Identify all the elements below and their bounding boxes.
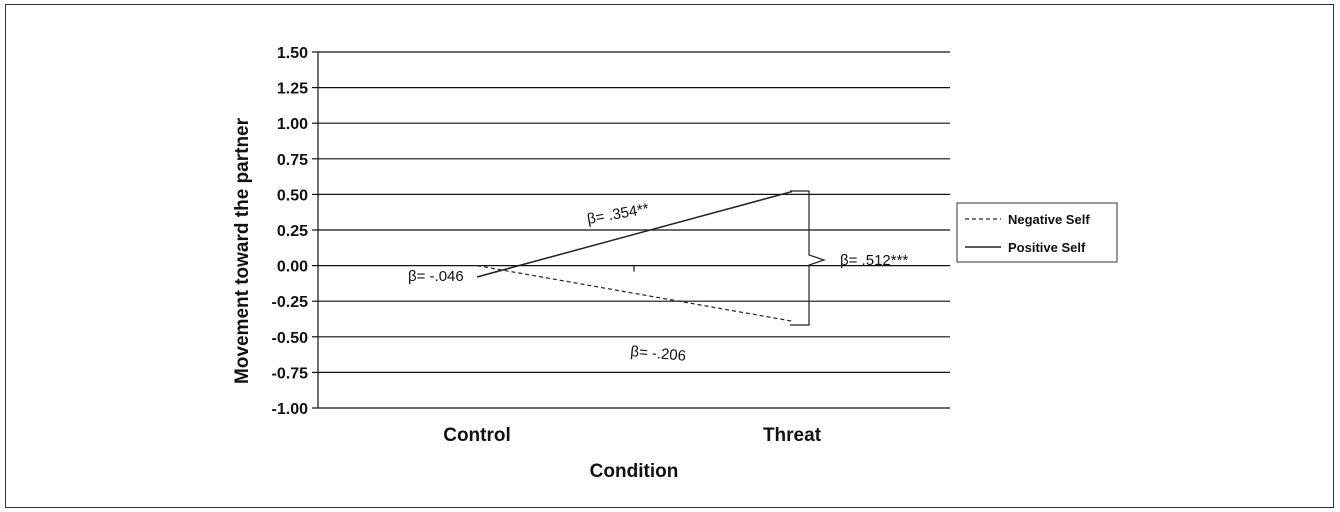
- y-tick-labels: 1.50 1.25 1.00 0.75 0.50 0.25 0.00 -0.25 -0.50 -0…: [272, 45, 309, 418]
- series-line-positive-self: [476, 190, 793, 278]
- y-axis-title: Movement toward the partner: [232, 117, 253, 384]
- y-tick-label: 1.50: [277, 45, 308, 62]
- legend-box: [956, 202, 1118, 263]
- annotation-positive-slope: β= .354**: [586, 200, 651, 228]
- y-tick-label: 0.75: [277, 152, 308, 169]
- legend-label-positive-self: Positive Self: [1008, 240, 1086, 255]
- y-tick-label: -1.00: [272, 401, 309, 418]
- chart-frame: [5, 4, 1334, 508]
- y-tick-label: 0.25: [277, 223, 308, 240]
- x-tick-labels: Control Threat: [443, 425, 821, 446]
- grid-lines: [312, 51, 950, 409]
- y-tick-label: -0.75: [272, 365, 309, 382]
- series-lines: [476, 190, 793, 322]
- x-tick-label: Control: [443, 425, 511, 446]
- annotation-control-slope: β= -.046: [408, 268, 464, 285]
- difference-brace: [790, 190, 826, 326]
- series-line-negative-self: [476, 265, 793, 322]
- legend: Negative Self Positive Self: [956, 202, 1118, 263]
- annotation-negative-slope: β= -.206: [630, 343, 687, 365]
- y-tick-label: 0.50: [277, 187, 308, 204]
- x-tick-label: Threat: [763, 425, 822, 446]
- y-tick-label: 0.00: [277, 259, 308, 276]
- legend-label-negative-self: Negative Self: [1008, 212, 1090, 227]
- y-tick-label: -0.50: [272, 330, 309, 347]
- x-axis-title: Condition: [590, 461, 679, 482]
- y-tick-label: -0.25: [272, 294, 309, 311]
- y-tick-label: 1.00: [277, 116, 308, 133]
- y-tick-label: 1.25: [277, 81, 308, 98]
- annotation-threat-difference: β= .512***: [840, 252, 908, 269]
